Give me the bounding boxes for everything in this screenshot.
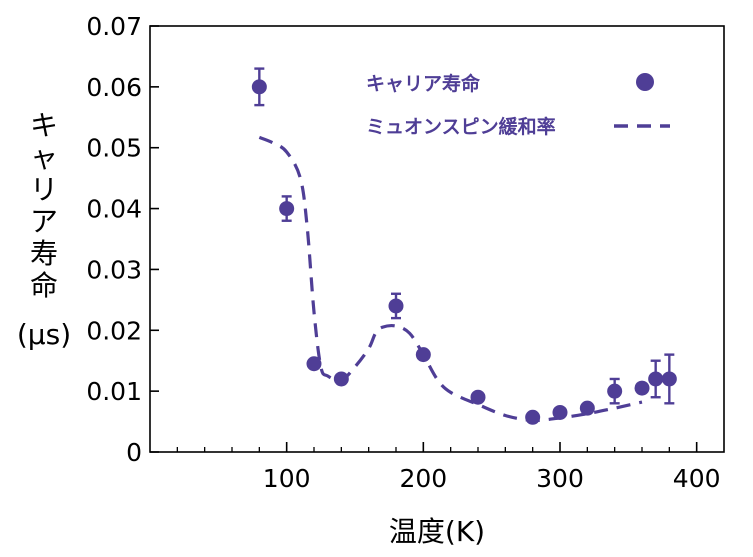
point-marker — [279, 201, 295, 217]
y-axis-title-unit: (μs) — [17, 318, 71, 351]
data-point — [552, 404, 568, 420]
data-point — [648, 359, 664, 399]
x-tick-label: 400 — [673, 464, 721, 493]
relaxation-rate-line — [258, 135, 643, 423]
point-marker — [470, 389, 486, 405]
x-tick-label: 200 — [399, 464, 447, 493]
data-point — [661, 353, 677, 405]
point-marker — [388, 298, 404, 314]
y-tick-label: 0.07 — [86, 12, 142, 41]
data-point — [388, 292, 404, 320]
y-tick-label: 0.05 — [86, 134, 142, 163]
data-point — [607, 377, 623, 405]
data-point — [333, 371, 349, 387]
plot-frame — [149, 25, 725, 453]
x-tick-label: 100 — [263, 464, 311, 493]
y-axis-title-char: リ — [30, 173, 58, 206]
y-axis: 0 0.01 0.02 0.03 0.04 0.05 0.06 0.07 — [86, 12, 159, 467]
data-point — [470, 389, 486, 405]
legend-marker-lifetime — [636, 73, 654, 91]
data-point — [579, 400, 595, 416]
y-tick-label: 0.06 — [86, 73, 142, 102]
y-tick-label: 0.03 — [86, 255, 142, 284]
legend-label-relaxation: ミュオンスピン緩和率 — [366, 115, 556, 138]
y-axis-title-char: ア — [30, 205, 58, 238]
y-tick-label: 0.02 — [86, 316, 142, 345]
carrier-lifetime-points — [251, 67, 677, 425]
x-tick-label: 300 — [536, 464, 584, 493]
point-marker — [525, 409, 541, 425]
point-marker — [634, 380, 650, 396]
data-point — [525, 409, 541, 425]
point-marker — [306, 356, 322, 372]
y-tick-label: 0.04 — [86, 195, 142, 224]
relaxation-rate-curve — [258, 135, 643, 423]
point-marker — [251, 79, 267, 95]
y-axis-title-char: 命 — [30, 269, 58, 302]
y-tick-label: 0.01 — [86, 377, 142, 406]
point-marker — [661, 371, 677, 387]
data-point — [306, 356, 322, 372]
point-marker — [552, 404, 568, 420]
data-point — [415, 347, 431, 363]
data-point — [251, 67, 267, 107]
x-axis: 100 200 300 400 — [176, 442, 721, 493]
data-point — [279, 195, 295, 222]
point-marker — [415, 347, 431, 363]
data-point — [634, 380, 650, 396]
x-axis-title: 温度(K) — [389, 515, 485, 548]
point-marker — [579, 400, 595, 416]
y-tick-label: 0 — [126, 438, 142, 467]
legend-label-lifetime: キャリア寿命 — [366, 72, 481, 95]
y-axis-title-char: ャ — [30, 141, 58, 174]
point-marker — [333, 371, 349, 387]
y-axis-title: キャリア寿命 (μs) — [17, 109, 71, 351]
y-axis-title-char: 寿 — [30, 237, 58, 270]
y-axis-title-char: キ — [30, 109, 58, 142]
point-marker — [607, 383, 623, 399]
point-marker — [648, 371, 664, 387]
